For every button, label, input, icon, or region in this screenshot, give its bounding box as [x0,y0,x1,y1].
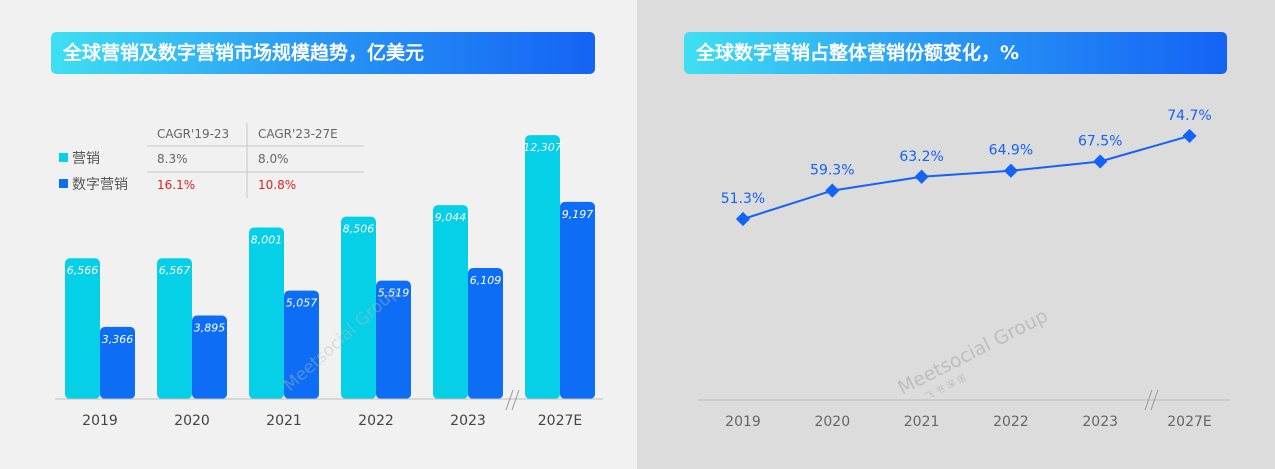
bar [376,280,411,399]
left-chart-panel: 全球营销及数字营销市场规模趋势，亿美元 CAGR'19-23 CAGR'23-27… [0,0,637,469]
data-label: 64.9% [989,143,1033,159]
bar-data-label: 12,307 [523,141,562,154]
line-chart: 51.3% 59.3% 63.2% 64.9% 67.5% 74.7% 2019 2020 20… [698,108,1230,430]
bar-chart: CAGR'19-23 CAGR'23-27E 营销 8.3% 8.0% 数字营销 16.1%… [55,123,603,429]
x-tick-label: 2019 [725,414,761,430]
axis-break [511,389,520,411]
bar-data-label: 9,044 [435,211,467,224]
x-tick-label: 2022 [993,414,1029,430]
bar-data-label: 3,366 [102,333,134,346]
x-tick-label: 2021 [266,413,302,429]
right-chart-panel: 全球数字营销占整体营销份额变化，% 51.3% 59.3% 63.2% 64.9% 67… [637,0,1275,469]
data-point-marker [914,169,929,184]
bar-data-label: 6,567 [159,264,191,277]
legend-label: 数字营销 [72,177,128,193]
cagr-value: 8.0% [258,152,289,166]
cagr-value: 8.3% [157,152,188,166]
cagr-header-1: CAGR'19-23 [157,127,229,141]
data-point-marker [1003,163,1018,178]
bar [157,258,192,399]
data-point-marker [1093,154,1108,169]
series-line [742,134,1190,220]
bar [284,290,319,399]
bar-data-label: 5,519 [378,287,410,300]
x-tick-label: 2027E [538,413,582,429]
bar [341,216,376,399]
bar-data-label: 6,566 [67,264,99,277]
bar-data-label: 8,001 [251,233,283,246]
axis-break [505,389,514,411]
bar [468,268,503,399]
data-point-marker [1182,128,1197,144]
bar [249,227,284,399]
x-tick-label: 2027E [1167,414,1211,430]
bar-data-label: 3,895 [194,321,226,334]
bar [100,326,135,399]
x-tick-label: 2023 [450,413,486,429]
bar [65,258,100,399]
x-tick-label: 2023 [1082,414,1118,430]
x-tick-label: 2019 [82,413,118,429]
legend-label: 营销 [72,151,100,167]
axis-break [1144,389,1153,411]
left-chart-title: 全球营销及数字营销市场规模趋势，亿美元 [51,32,595,74]
axis-break [1150,389,1159,411]
cagr-header-2: CAGR'23-27E [258,127,338,141]
legend-swatch [59,153,68,162]
watermark-logo: Meetsocial Group [894,305,1051,400]
x-tick-label: 2020 [174,413,210,429]
data-point-marker [735,211,751,227]
cagr-value: 10.8% [258,178,296,192]
right-chart-title: 全球数字营销占整体营销份额变化，% [684,32,1227,74]
bar [525,135,560,399]
x-tick-label: 2021 [904,414,940,430]
data-label: 67.5% [1078,133,1122,149]
data-label: 59.3% [810,163,854,179]
x-tick-label: 2022 [358,413,394,429]
data-label: 63.2% [899,149,943,165]
bar-data-label: 5,057 [286,297,318,310]
bar-data-label: 6,109 [470,274,502,287]
legend-swatch [59,179,68,188]
data-label: 51.3% [721,191,765,207]
cagr-value: 16.1% [157,178,195,192]
x-tick-label: 2020 [814,414,850,430]
bar [560,201,595,399]
bar-data-label: 8,506 [343,223,375,236]
data-label: 74.7% [1167,108,1211,124]
bar [192,315,227,399]
data-point-marker [825,183,840,198]
bar [433,205,468,399]
bar-data-label: 9,197 [562,208,594,221]
